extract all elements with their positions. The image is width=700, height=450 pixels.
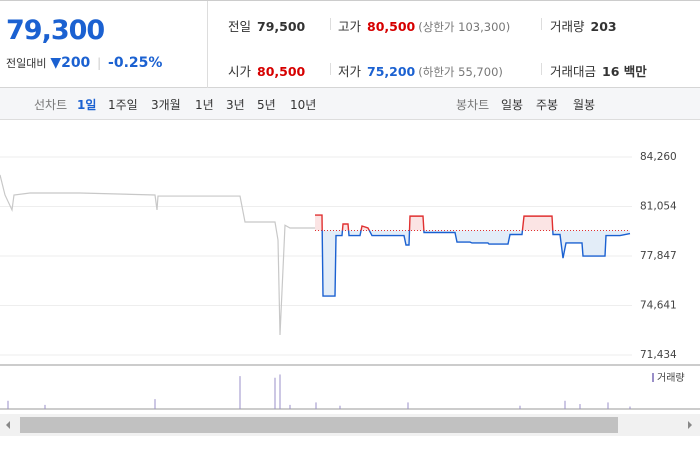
- volume-bar: [7, 400, 9, 409]
- stat-label: 고가: [338, 19, 362, 34]
- toolbar: 선차트 봉차트 1일 1주일 3개월 1년 3년 5년 10년 일봉 주봉 월봉: [0, 88, 700, 120]
- volume-bar: [629, 406, 631, 409]
- volume-bar: [579, 404, 581, 409]
- period-tab[interactable]: 1주일: [108, 98, 138, 112]
- change-row: 전일대비 ▼200 | -0.25%: [6, 55, 163, 71]
- period-tab[interactable]: 1일: [77, 98, 97, 112]
- quote-header: 79,300 전일대비 ▼200 | -0.25% 전일 79,500 고가 80,…: [0, 0, 700, 88]
- stat: 시가 80,500: [228, 61, 305, 80]
- volume-bar: [564, 400, 566, 409]
- stat: 저가 75,200 (하한가 55,700): [338, 61, 503, 80]
- period-tab[interactable]: 5년: [257, 98, 276, 112]
- period-tab[interactable]: 1년: [195, 98, 214, 112]
- stat-note: (상한가 103,300): [418, 20, 511, 34]
- area-up: [315, 215, 630, 231]
- stat-value: 80,500: [257, 64, 306, 79]
- y-tick-label: 84,260: [640, 151, 677, 163]
- y-tick-label: 74,641: [640, 299, 677, 311]
- change-label: 전일대비: [6, 57, 47, 70]
- price-line-up: [315, 214, 554, 231]
- period-tab[interactable]: 월봉: [573, 98, 596, 112]
- stat-label: 시가: [228, 64, 252, 79]
- y-tick-label: 77,847: [640, 250, 677, 262]
- stat: 거래량 203: [550, 16, 617, 35]
- candle-chart-label: 봉차트: [456, 98, 490, 112]
- price-line-down: [321, 230, 631, 297]
- volume-bar: [289, 404, 291, 409]
- change-pct: -0.25%: [108, 55, 163, 71]
- period-tab[interactable]: 일봉: [501, 98, 524, 112]
- legend-label: 거래량: [657, 372, 685, 384]
- line-chart-label: 선차트: [34, 98, 68, 112]
- volume-bar: [607, 402, 609, 409]
- period-tab[interactable]: 주봉: [536, 98, 559, 112]
- volume-bar: [154, 399, 156, 409]
- period-tab[interactable]: 10년: [290, 98, 317, 112]
- legend-swatch: [652, 373, 654, 382]
- volume-bar: [339, 405, 341, 409]
- stat: 거래대금 16 백만: [550, 61, 647, 80]
- stat-label: 거래량: [550, 19, 585, 34]
- stat-value: 203: [590, 19, 617, 34]
- period-tab[interactable]: 3년: [226, 98, 245, 112]
- stat: 고가 80,500 (상한가 103,300): [338, 16, 510, 35]
- volume-bar: [239, 376, 241, 409]
- y-tick-label: 71,434: [640, 349, 677, 361]
- period-tab[interactable]: 3개월: [151, 98, 181, 112]
- volume-bar: [519, 405, 521, 409]
- stat-value: 75,200: [367, 64, 416, 79]
- scroll-right[interactable]: [688, 421, 692, 429]
- current-price: 79,300: [6, 15, 105, 46]
- stat: 전일 79,500: [228, 16, 305, 35]
- price-panel: 79,300 전일대비 ▼200 | -0.25%: [0, 1, 208, 88]
- stat-label: 전일: [228, 19, 252, 34]
- area-down: [322, 230, 630, 297]
- stat-value: 80,500: [367, 19, 416, 34]
- stat-note: (하한가 55,700): [418, 65, 503, 79]
- volume-bar: [279, 374, 281, 409]
- volume-bar: [407, 402, 409, 409]
- volume-bar: [44, 404, 46, 409]
- volume-bar: [315, 402, 317, 409]
- stat-value: 79,500: [257, 19, 306, 34]
- volume-bar: [274, 377, 276, 409]
- y-tick-label: 81,054: [640, 200, 677, 212]
- stat-label: 거래대금: [550, 64, 597, 79]
- stat-label: 저가: [338, 64, 362, 79]
- price-line: [0, 174, 315, 336]
- scroll-thumb[interactable]: [20, 417, 618, 433]
- stat-value: 16 백만: [602, 64, 647, 79]
- change: ▼200: [50, 55, 91, 71]
- scroll-left[interactable]: [6, 421, 10, 429]
